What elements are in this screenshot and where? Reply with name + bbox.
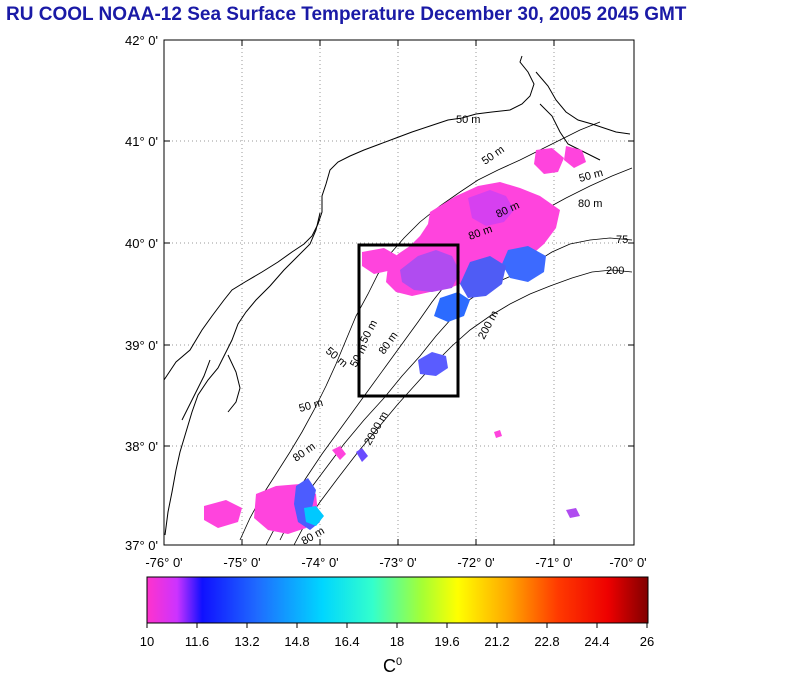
sst-patch <box>460 256 506 298</box>
colorbar-unit: C0 <box>383 656 402 677</box>
sst-patch <box>204 500 242 528</box>
frame-ticks <box>164 39 634 546</box>
lon-label: -76° 0' <box>145 555 182 570</box>
lat-label: 42° 0' <box>125 33 158 48</box>
lat-label: 41° 0' <box>125 134 158 149</box>
colorbar-label: 14.8 <box>284 634 309 649</box>
unit-symbol: C <box>383 656 396 676</box>
colorbar-label: 26 <box>640 634 654 649</box>
map-title: RU COOL NOAA-12 Sea Surface Temperature … <box>6 4 687 25</box>
sst-patch <box>566 508 580 518</box>
contour-label: 80 m <box>578 198 602 210</box>
colorbar-label: 13.2 <box>234 634 259 649</box>
sst-patch <box>356 448 368 462</box>
isobaths <box>239 121 633 546</box>
unit-superscript: 0 <box>396 656 403 668</box>
lat-label: 38° 0' <box>125 439 158 454</box>
contour-label: 200 <box>606 265 624 277</box>
colorbar-label: 22.8 <box>534 634 559 649</box>
sst-patch <box>304 506 324 526</box>
sst-patch <box>434 292 470 322</box>
sst-patch <box>418 352 448 376</box>
colorbar-label: 10 <box>140 634 154 649</box>
coastline <box>163 55 631 536</box>
sst-patch <box>494 430 502 438</box>
sst-patch <box>534 148 564 174</box>
lon-label: -73° 0' <box>379 555 416 570</box>
colorbar-label: 19.6 <box>434 634 459 649</box>
lat-labels: 42° 0' 41° 0' 40° 0' 39° 0' 38° 0' 37° 0… <box>125 33 158 553</box>
contour-label: 75 <box>616 234 628 246</box>
sst-patch <box>564 146 586 168</box>
sst-patch <box>332 446 346 460</box>
lon-label: -72° 0' <box>457 555 494 570</box>
sst-patch <box>362 248 398 274</box>
sst-patch <box>468 190 514 226</box>
lon-label: -70° 0' <box>609 555 646 570</box>
colorbar-label: 16.4 <box>334 634 359 649</box>
sst-patches <box>204 146 586 534</box>
colorbar-labels: 10 11.6 13.2 14.8 16.4 18 19.6 21.2 22.8… <box>140 634 654 649</box>
study-box <box>357 243 460 398</box>
lon-labels: -76° 0' -75° 0' -74° 0' -73° 0' -72° 0' … <box>145 555 646 570</box>
colorbar-label: 18 <box>390 634 404 649</box>
contour-label: 50 m <box>456 114 480 126</box>
lon-label: -75° 0' <box>223 555 260 570</box>
lat-label: 39° 0' <box>125 338 158 353</box>
colorbar <box>146 576 649 624</box>
sst-patch <box>400 250 460 292</box>
colorbar-ticks <box>146 623 648 628</box>
lat-label: 37° 0' <box>125 538 158 553</box>
sst-patch <box>502 246 546 282</box>
colorbar-label: 24.4 <box>584 634 609 649</box>
lat-label: 40° 0' <box>125 236 158 251</box>
colorbar-label: 11.6 <box>185 634 209 649</box>
lon-label: -71° 0' <box>535 555 572 570</box>
lon-label: -74° 0' <box>301 555 338 570</box>
colorbar-label: 21.2 <box>484 634 509 649</box>
